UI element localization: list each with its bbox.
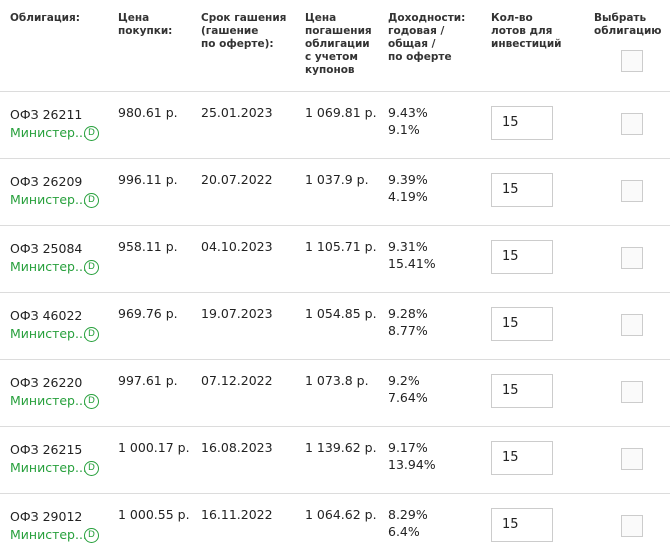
issuer[interactable]: Министер...	[10, 125, 87, 140]
price: 1 000.17 р.	[118, 440, 190, 455]
issuer-badge: D	[84, 327, 99, 342]
row-separator	[0, 359, 670, 360]
redemption: 1 139.62 р.	[305, 440, 377, 455]
header-label: Кол-во	[491, 12, 533, 24]
issuer[interactable]: Министер...	[10, 393, 87, 408]
issuer-badge: D	[84, 260, 99, 275]
lots-input[interactable]: 15	[491, 374, 553, 408]
select-checkbox[interactable]	[621, 314, 643, 336]
header-label: облигации	[305, 38, 370, 50]
row-separator	[0, 158, 670, 159]
issuer-badge: D	[84, 461, 99, 476]
lots-input[interactable]: 15	[491, 173, 553, 207]
yield-total: 7.64%	[388, 390, 428, 405]
maturity-date: 16.08.2023	[201, 440, 273, 455]
select-checkbox[interactable]	[621, 247, 643, 269]
header-label: Цена	[305, 12, 337, 24]
select-all-checkbox[interactable]	[621, 50, 643, 72]
maturity-date: 04.10.2023	[201, 239, 273, 254]
header-label: Выбрать	[594, 12, 647, 24]
bond-name: ОФЗ 29012	[10, 509, 83, 524]
price: 980.61 р.	[118, 105, 178, 120]
redemption: 1 064.62 р.	[305, 507, 377, 522]
price: 997.61 р.	[118, 373, 178, 388]
select-checkbox[interactable]	[621, 515, 643, 537]
maturity-date: 20.07.2022	[201, 172, 273, 187]
redemption: 1 069.81 р.	[305, 105, 377, 120]
yield-total: 6.4%	[388, 524, 420, 539]
lots-input[interactable]: 15	[491, 441, 553, 475]
yield-annual: 8.29%	[388, 507, 428, 522]
yield-total: 15.41%	[388, 256, 436, 271]
header-label: годовая /	[388, 25, 445, 37]
redemption: 1 054.85 р.	[305, 306, 377, 321]
price: 969.76 р.	[118, 306, 178, 321]
bond-name: ОФЗ 26209	[10, 174, 83, 189]
header-label: общая /	[388, 38, 436, 50]
row-separator	[0, 493, 670, 494]
yield-total: 4.19%	[388, 189, 428, 204]
issuer-badge: D	[84, 193, 99, 208]
lots-input[interactable]: 15	[491, 240, 553, 274]
issuer-badge: D	[84, 394, 99, 409]
maturity-date: 07.12.2022	[201, 373, 273, 388]
maturity-date: 25.01.2023	[201, 105, 273, 120]
bond-name: ОФЗ 46022	[10, 308, 83, 323]
header-label: по оферте):	[201, 38, 274, 50]
bond-name: ОФЗ 25084	[10, 241, 83, 256]
yield-annual: 9.28%	[388, 306, 428, 321]
maturity-date: 16.11.2022	[201, 507, 273, 522]
select-checkbox[interactable]	[621, 381, 643, 403]
yield-annual: 9.39%	[388, 172, 428, 187]
select-checkbox[interactable]	[621, 113, 643, 135]
issuer[interactable]: Министер...	[10, 527, 87, 542]
yield-total: 8.77%	[388, 323, 428, 338]
redemption: 1 037.9 р.	[305, 172, 369, 187]
issuer-badge: D	[84, 126, 99, 141]
lots-input[interactable]: 15	[491, 307, 553, 341]
row-separator	[0, 292, 670, 293]
header-label: по оферте	[388, 51, 452, 63]
yield-annual: 9.17%	[388, 440, 428, 455]
issuer[interactable]: Министер...	[10, 326, 87, 341]
row-separator	[0, 91, 670, 92]
redemption: 1 105.71 р.	[305, 239, 377, 254]
issuer[interactable]: Министер...	[10, 192, 87, 207]
issuer-badge: D	[84, 528, 99, 543]
price: 996.11 р.	[118, 172, 178, 187]
select-checkbox[interactable]	[621, 180, 643, 202]
header-label: купонов	[305, 64, 355, 76]
header-label: облигацию	[594, 25, 662, 37]
header-label: Облигация:	[10, 12, 80, 24]
header-label: лотов для	[491, 25, 553, 37]
lots-input[interactable]: 15	[491, 106, 553, 140]
yield-annual: 9.43%	[388, 105, 428, 120]
header-label: Доходности:	[388, 12, 466, 24]
header-label: Срок гашения	[201, 12, 287, 24]
lots-input[interactable]: 15	[491, 508, 553, 542]
bond-name: ОФЗ 26211	[10, 107, 83, 122]
yield-total: 13.94%	[388, 457, 436, 472]
bond-name: ОФЗ 26220	[10, 375, 83, 390]
header-label: инвестиций	[491, 38, 562, 50]
select-checkbox[interactable]	[621, 448, 643, 470]
header-label: покупки:	[118, 25, 173, 37]
header-label: (гашение	[201, 25, 259, 37]
header-label: погашения	[305, 25, 372, 37]
bond-name: ОФЗ 26215	[10, 442, 83, 457]
yield-annual: 9.2%	[388, 373, 420, 388]
redemption: 1 073.8 р.	[305, 373, 369, 388]
price: 958.11 р.	[118, 239, 178, 254]
header-label: Цена	[118, 12, 150, 24]
row-separator	[0, 225, 670, 226]
issuer[interactable]: Министер...	[10, 460, 87, 475]
row-separator	[0, 426, 670, 427]
yield-annual: 9.31%	[388, 239, 428, 254]
issuer[interactable]: Министер...	[10, 259, 87, 274]
maturity-date: 19.07.2023	[201, 306, 273, 321]
header-label: с учетом	[305, 51, 358, 63]
yield-total: 9.1%	[388, 122, 420, 137]
price: 1 000.55 р.	[118, 507, 190, 522]
